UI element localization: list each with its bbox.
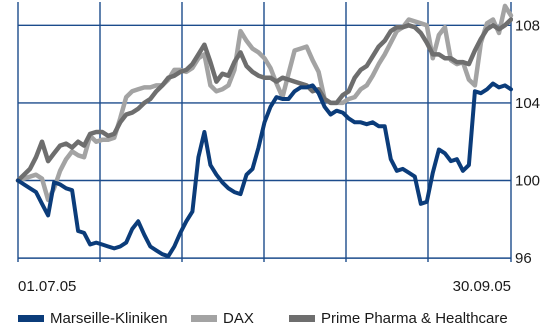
series-line-marseille-kliniken <box>16 81 513 259</box>
legend-item: Marseille-Kliniken <box>18 310 168 327</box>
y-tick-label-bg <box>513 171 545 190</box>
legend-item: Prime Pharma & Healthcare <box>289 310 508 327</box>
y-tick-label-bg <box>513 16 545 35</box>
y-tick-label-bg <box>513 93 545 112</box>
y-axis-ticks: 96 100 104 108 <box>513 16 545 267</box>
legend-item: DAX <box>191 310 254 327</box>
legend-swatch <box>18 315 44 322</box>
series-line-prime-pharma-healthcare <box>15 17 514 183</box>
x-axis-ticks: 01.07.05 30.09.05 <box>18 278 511 295</box>
y-tick-label-bg <box>513 249 545 268</box>
legend-label: Marseille-Kliniken <box>50 310 168 327</box>
series-lines <box>15 3 514 259</box>
x-tick-label: 30.09.05 <box>453 278 511 295</box>
x-tick-label: 01.07.05 <box>18 278 76 295</box>
series-line-dax <box>15 3 514 203</box>
y-tick-label: 100 <box>515 173 540 190</box>
legend-swatch <box>289 315 315 322</box>
y-tick-label: 108 <box>515 17 540 34</box>
legend-swatch <box>191 315 217 322</box>
legend-label: DAX <box>223 310 254 327</box>
y-tick-label: 96 <box>515 250 532 267</box>
legend: Marseille-Kliniken DAX Prime Pharma & Heal… <box>18 310 508 327</box>
y-tick-label: 104 <box>515 95 540 112</box>
legend-label: Prime Pharma & Healthcare <box>321 310 508 327</box>
